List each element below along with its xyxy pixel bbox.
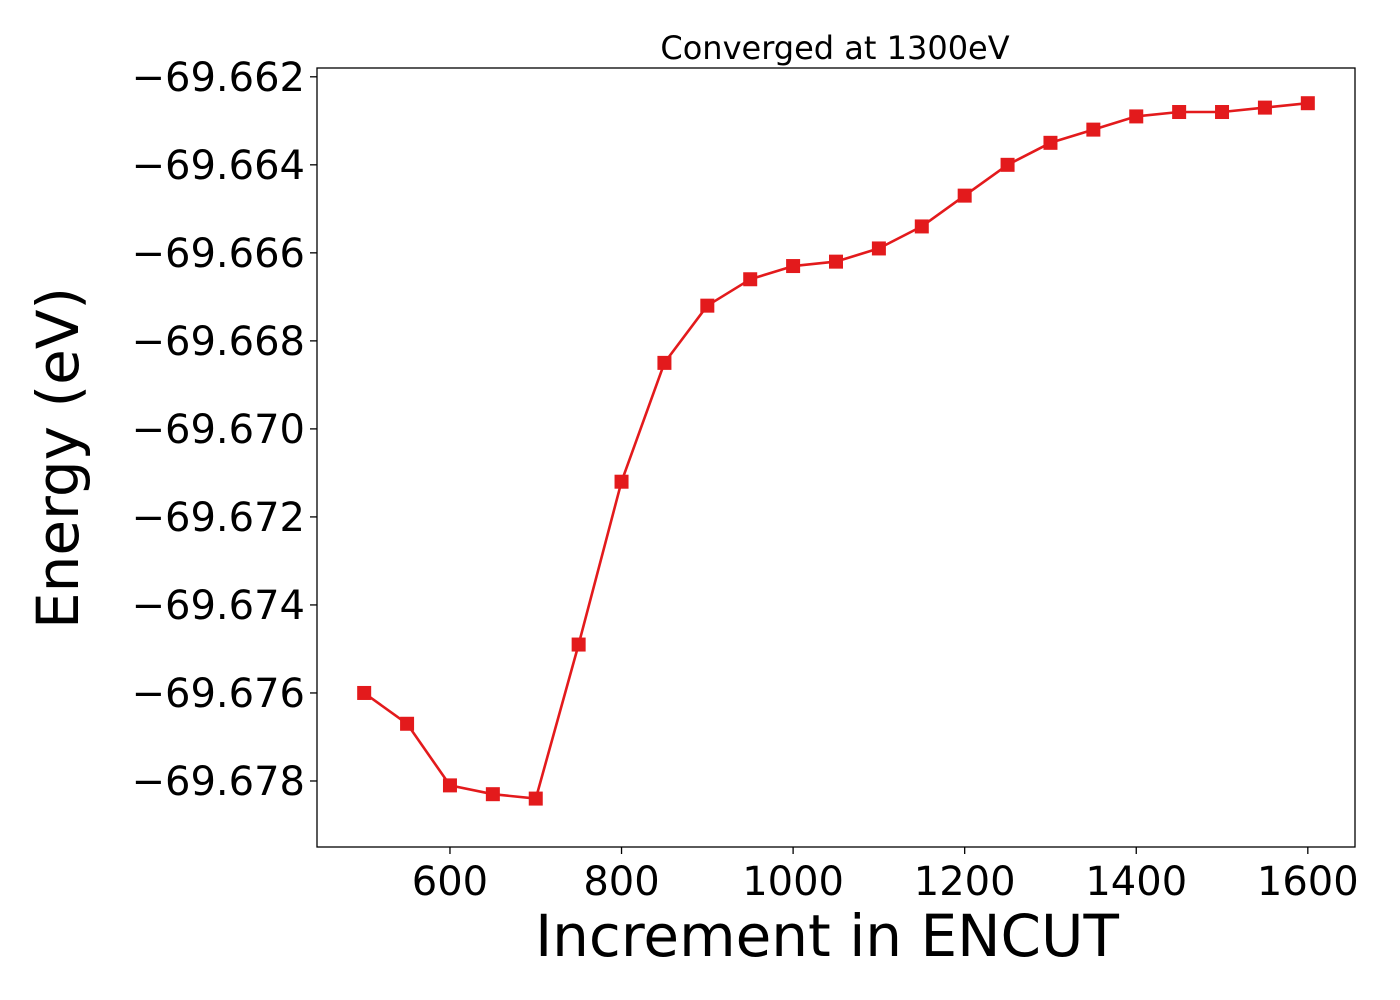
data-point-marker — [1257, 100, 1272, 115]
data-point-marker — [614, 474, 629, 489]
data-point-marker — [914, 219, 929, 234]
data-point-marker — [571, 637, 586, 652]
data-point-marker — [743, 272, 758, 287]
data-point-marker — [829, 254, 843, 269]
data-point-marker — [1086, 122, 1101, 137]
data-point-marker — [957, 188, 972, 203]
x-tick-label: 1000 — [742, 859, 844, 905]
data-point-marker — [657, 355, 672, 370]
y-tick-label: −69.674 — [132, 583, 305, 629]
data-point-marker — [528, 791, 543, 806]
data-point-marker — [786, 259, 801, 274]
x-tick-label: 800 — [583, 859, 659, 905]
y-axis: −69.662 −69.664 −69.666 −69.668 −69.670 −69.6… — [132, 55, 317, 805]
y-tick-label: −69.662 — [132, 55, 305, 101]
y-axis-title: Energy (eV) — [24, 287, 92, 629]
series-layer — [357, 96, 1315, 806]
data-point-marker — [442, 778, 457, 793]
data-point-marker — [485, 787, 500, 802]
data-point-marker — [1172, 105, 1187, 120]
y-tick-label: −69.664 — [132, 143, 305, 189]
data-point-marker — [400, 716, 415, 731]
data-point-marker — [700, 298, 715, 313]
data-point-marker — [1129, 109, 1144, 124]
x-tick-label: 1200 — [914, 859, 1016, 905]
y-tick-label: −69.668 — [132, 319, 305, 365]
x-tick-label: 1400 — [1085, 859, 1187, 905]
x-axis-title: Increment in ENCUT — [535, 902, 1119, 970]
x-tick-label: 600 — [412, 859, 488, 905]
y-tick-label: −69.666 — [132, 231, 305, 277]
y-tick-label: −69.672 — [132, 495, 305, 541]
plot-frame — [316, 67, 1356, 848]
y-tick-label: −69.676 — [132, 671, 305, 717]
y-tick-label: −69.678 — [132, 759, 305, 805]
chart-title: Converged at 1300eV — [660, 29, 1009, 67]
x-tick-label: 1600 — [1257, 859, 1359, 905]
data-point-marker — [357, 685, 372, 700]
data-point-marker — [1215, 105, 1230, 120]
y-tick-label: −69.670 — [132, 407, 305, 453]
data-point-marker — [871, 241, 886, 256]
x-axis: 600 800 1000 1200 1400 1600 — [412, 847, 1359, 905]
data-point-marker — [1043, 135, 1058, 150]
data-point-marker — [1000, 157, 1015, 172]
data-point-marker — [1300, 96, 1315, 111]
series-line — [363, 101, 1308, 800]
